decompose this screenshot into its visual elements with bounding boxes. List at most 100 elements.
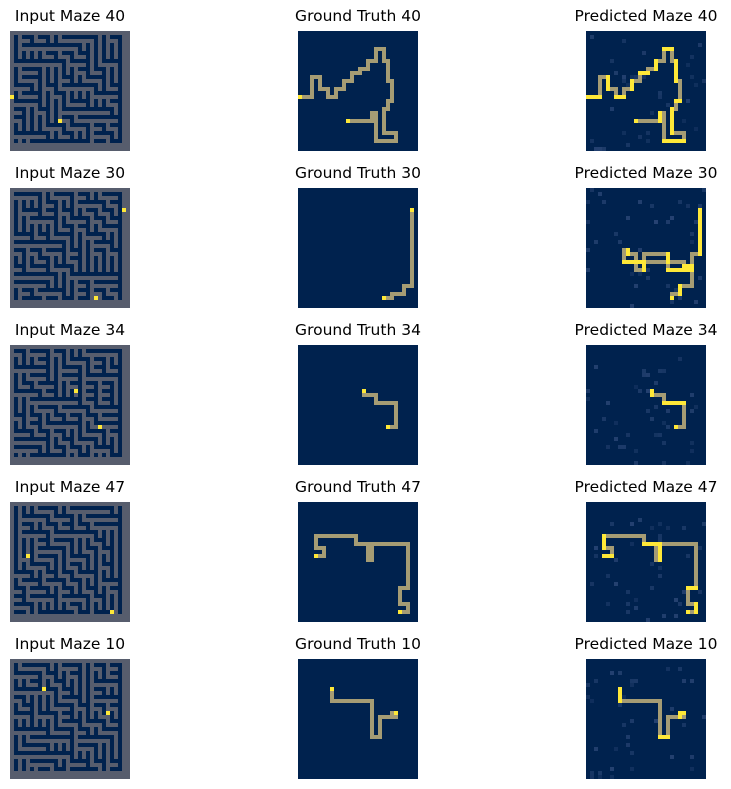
maze-corridor-cell — [86, 526, 90, 530]
prediction-noise-cell — [638, 518, 642, 522]
maze-corridor-cell — [118, 437, 122, 441]
maze-corridor-cell — [102, 91, 106, 95]
maze-corridor-cell — [14, 723, 18, 727]
maze-corridor-cell — [54, 687, 58, 691]
maze-corridor-cell — [70, 83, 74, 87]
maze-corridor-cell — [106, 445, 110, 449]
maze-corridor-cell — [118, 276, 122, 280]
maze-corridor-cell — [14, 131, 18, 135]
maze-corridor-cell — [22, 739, 26, 743]
maze-corridor-cell — [110, 598, 114, 602]
maze-corridor-cell — [50, 506, 54, 510]
maze-corridor-cell — [22, 514, 26, 518]
maze-corridor-cell — [30, 288, 34, 292]
prediction-noise-cell — [594, 429, 598, 433]
maze-corridor-cell — [42, 735, 46, 739]
maze-end-marker — [670, 296, 674, 300]
maze-corridor-cell — [22, 695, 26, 699]
maze-corridor-cell — [38, 538, 42, 542]
maze-corridor-cell — [58, 727, 62, 731]
maze-corridor-cell — [30, 397, 34, 401]
maze-corridor-cell — [54, 389, 58, 393]
maze-corridor-cell — [62, 554, 66, 558]
maze-corridor-cell — [94, 397, 98, 401]
maze-corridor-cell — [30, 87, 34, 91]
maze-corridor-cell — [42, 139, 46, 143]
maze-corridor-cell — [22, 296, 26, 300]
maze-corridor-cell — [46, 538, 50, 542]
maze-corridor-cell — [38, 200, 42, 204]
maze-corridor-cell — [110, 510, 114, 514]
maze-corridor-cell — [70, 79, 74, 83]
maze-corridor-cell — [90, 35, 94, 39]
maze-corridor-cell — [54, 204, 58, 208]
maze-corridor-cell — [62, 586, 66, 590]
input-maze-title: Input Maze 10 — [14, 635, 126, 653]
maze-corridor-cell — [78, 288, 82, 292]
maze-corridor-cell — [94, 755, 98, 759]
maze-corridor-cell — [86, 115, 90, 119]
prediction-noise-cell — [594, 240, 598, 244]
maze-corridor-cell — [46, 445, 50, 449]
maze-corridor-cell — [62, 711, 66, 715]
maze-corridor-cell — [70, 256, 74, 260]
prediction-noise-cell — [610, 59, 614, 63]
maze-corridor-cell — [90, 107, 94, 111]
maze-corridor-cell — [118, 292, 122, 296]
maze-corridor-cell — [118, 43, 122, 47]
maze-corridor-cell — [118, 47, 122, 51]
maze-corridor-cell — [102, 675, 106, 679]
maze-corridor-cell — [38, 115, 42, 119]
maze-corridor-cell — [22, 200, 26, 204]
maze-corridor-cell — [118, 272, 122, 276]
maze-corridor-cell — [54, 87, 58, 91]
maze-corridor-cell — [82, 767, 86, 771]
maze-corridor-cell — [42, 743, 46, 747]
maze-corridor-cell — [70, 719, 74, 723]
maze-corridor-cell — [62, 763, 66, 767]
prediction-noise-cell — [630, 679, 634, 683]
maze-corridor-cell — [74, 248, 78, 252]
maze-corridor-cell — [22, 683, 26, 687]
maze-corridor-cell — [78, 723, 82, 727]
maze-corridor-cell — [46, 417, 50, 421]
maze-corridor-cell — [62, 421, 66, 425]
maze-corridor-cell — [98, 123, 102, 127]
maze-corridor-cell — [30, 204, 34, 208]
prediction-noise-cell — [622, 723, 626, 727]
maze-corridor-cell — [110, 735, 114, 739]
maze-corridor-cell — [82, 530, 86, 534]
maze-corridor-cell — [62, 663, 66, 667]
maze-corridor-cell — [30, 139, 34, 143]
maze-corridor-cell — [62, 353, 66, 357]
prediction-noise-cell — [618, 671, 622, 675]
maze-corridor-cell — [118, 707, 122, 711]
maze-corridor-cell — [54, 413, 58, 417]
maze-corridor-cell — [38, 264, 42, 268]
maze-corridor-cell — [86, 280, 90, 284]
maze-corridor-cell — [86, 103, 90, 107]
maze-corridor-cell — [82, 280, 86, 284]
maze-corridor-cell — [78, 83, 82, 87]
maze-corridor-cell — [110, 67, 114, 71]
maze-corridor-cell — [86, 763, 90, 767]
maze-corridor-cell — [50, 139, 54, 143]
maze-corridor-cell — [110, 522, 114, 526]
maze-corridor-cell — [86, 598, 90, 602]
prediction-noise-cell — [666, 103, 670, 107]
maze-corridor-cell — [54, 566, 58, 570]
maze-corridor-cell — [30, 292, 34, 296]
prediction-noise-cell — [646, 268, 650, 272]
maze-corridor-cell — [50, 687, 54, 691]
maze-corridor-cell — [102, 602, 106, 606]
maze-corridor-cell — [86, 244, 90, 248]
maze-corridor-cell — [110, 232, 114, 236]
maze-corridor-cell — [74, 272, 78, 276]
maze-corridor-cell — [14, 558, 18, 562]
maze-corridor-cell — [118, 594, 122, 598]
maze-corridor-cell — [62, 506, 66, 510]
maze-corridor-cell — [70, 204, 74, 208]
maze-corridor-cell — [46, 43, 50, 47]
maze-corridor-cell — [46, 51, 50, 55]
maze-corridor-cell — [30, 562, 34, 566]
